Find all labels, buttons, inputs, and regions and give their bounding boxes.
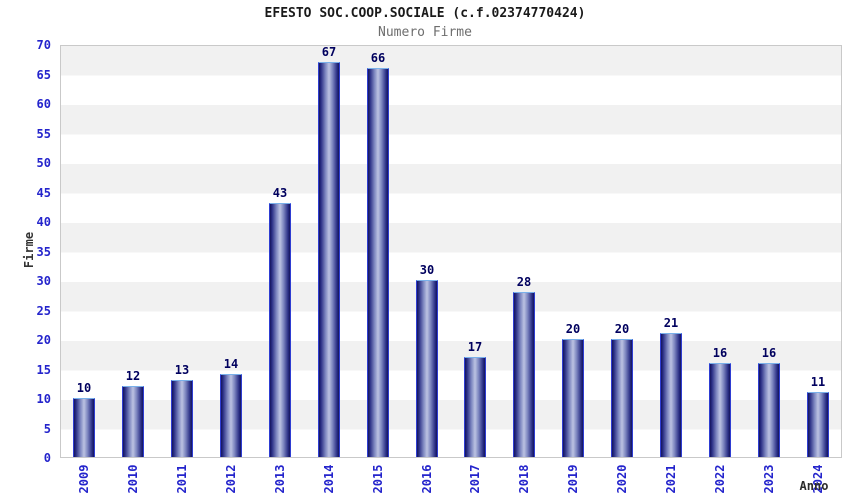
- x-tick-label: 2022: [713, 464, 727, 494]
- bar-value-label: 66: [370, 51, 386, 65]
- x-tick-label: 2014: [322, 464, 336, 494]
- bar-2019: [562, 339, 584, 457]
- x-tick-label: 2009: [77, 464, 91, 494]
- y-tick-label: 25: [36, 303, 51, 318]
- bar-value-label: 20: [565, 322, 581, 336]
- bar-value-label: 17: [467, 340, 483, 354]
- y-tick-label: 20: [36, 333, 51, 347]
- y-tick-label: 60: [36, 97, 51, 111]
- bar-2016: [416, 280, 438, 457]
- x-tick-label: 2015: [371, 464, 385, 494]
- x-tick-label: 2023: [762, 464, 776, 494]
- bar-2022: [709, 363, 731, 457]
- bar-2017: [464, 357, 486, 457]
- y-tick-label: 10: [36, 392, 51, 406]
- bar-2020: [611, 339, 633, 457]
- x-tick-label: 2021: [664, 464, 678, 494]
- bar-value-label: 16: [761, 346, 777, 360]
- x-tick-label: 2016: [420, 464, 434, 494]
- y-tick-label: 70: [36, 38, 51, 52]
- chart-title: EFESTO SOC.COOP.SOCIALE (c.f.02374770424…: [264, 6, 586, 21]
- bar-value-label: 43: [272, 186, 288, 200]
- bar-value-label: 28: [516, 275, 532, 289]
- bar-2009: [73, 398, 95, 457]
- bar-value-label: 30: [419, 263, 435, 277]
- x-axis-title: Anno: [799, 479, 829, 493]
- x-tick-label: 2012: [224, 464, 238, 494]
- bar-2023: [758, 363, 780, 457]
- y-tick-label: 15: [36, 362, 51, 377]
- x-tick-label: 2019: [566, 464, 580, 494]
- bar-2024: [807, 392, 829, 457]
- bar-2021: [660, 333, 682, 457]
- bar-value-label: 11: [810, 375, 826, 389]
- y-tick-label: 65: [36, 67, 51, 82]
- y-tick-label: 45: [36, 185, 51, 200]
- bar-2010: [122, 386, 144, 457]
- bar-value-label: 14: [223, 357, 239, 371]
- bar-2013: [269, 203, 291, 457]
- y-tick-label: 0: [43, 451, 51, 465]
- bar-value-label: 20: [614, 322, 630, 336]
- y-tick-label: 40: [36, 215, 51, 229]
- x-tick-label: 2020: [615, 464, 629, 494]
- x-tick-label: 2018: [517, 464, 531, 494]
- bar-2015: [367, 68, 389, 457]
- bar-value-label: 12: [125, 369, 141, 383]
- y-tick-label: 50: [36, 156, 51, 170]
- bar-value-label: 13: [174, 363, 190, 377]
- y-tick-label: 35: [36, 244, 51, 259]
- bar-value-label: 10: [76, 381, 92, 395]
- y-tick-label: 55: [36, 126, 51, 141]
- x-tick-label: 2011: [175, 464, 189, 494]
- y-tick-label: 5: [43, 421, 51, 436]
- x-tick-label: 2013: [273, 464, 287, 494]
- bar-2012: [220, 374, 242, 457]
- x-tick-label: 2010: [126, 464, 140, 494]
- bar-2011: [171, 380, 193, 457]
- bar-value-label: 21: [663, 316, 679, 330]
- y-tick-label: 30: [36, 274, 51, 288]
- chart-subtitle: Numero Firme: [378, 25, 472, 40]
- bar-value-label: 67: [321, 45, 337, 59]
- bar-value-label: 16: [712, 346, 728, 360]
- bar-2014: [318, 62, 340, 457]
- bar-2018: [513, 292, 535, 457]
- x-tick-label: 2017: [468, 464, 482, 494]
